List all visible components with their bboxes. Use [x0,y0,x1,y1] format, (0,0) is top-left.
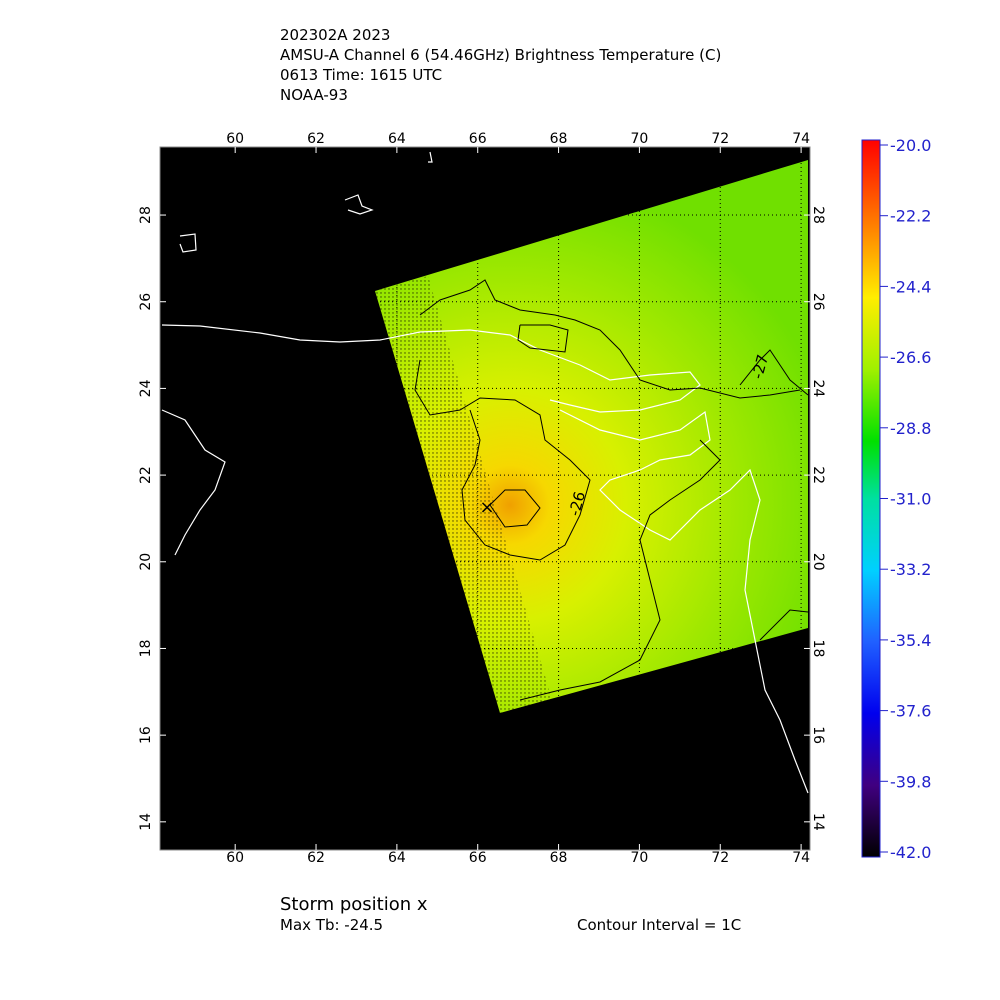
colorbar-label: -26.6 [890,348,931,367]
x-tick-label: 66 [469,850,487,866]
x-tick-label: 70 [631,131,649,147]
x-tick-label: 66 [469,131,487,147]
x-tick-label: 62 [307,131,325,147]
stipple [375,276,552,713]
title-line: NOAA-93 [280,86,348,104]
y-tick-label: 18 [138,640,154,658]
colorbar-label: -20.0 [890,136,931,155]
x-tick-label: 68 [550,850,568,866]
y-tick-label: 22 [138,466,154,484]
x-tick-label: 72 [711,850,729,866]
y-tick-label: 14 [138,813,154,831]
colorbar-label: -42.0 [890,843,931,862]
colorbar-label: -39.8 [890,772,931,791]
y-tick-label: 14 [810,813,826,831]
contour-label: -26 [565,490,589,518]
colorbar-label: -31.0 [890,490,931,509]
header: 202302A 2023 AMSU-A Channel 6 (54.46GHz)… [280,26,721,104]
y-tick-label: 16 [138,726,154,744]
colorbar-ramp [861,139,881,858]
y-tick-label: 18 [810,640,826,658]
y-tick-label: 26 [138,293,154,311]
y-tick-label: 20 [138,553,154,571]
x-tick-label: 62 [307,850,325,866]
coastlines [161,151,809,794]
title-line: 202302A 2023 [280,26,390,44]
colorbar-label: -28.8 [890,419,931,438]
x-tick-label: 74 [792,850,810,866]
title-line: AMSU-A Channel 6 (54.46GHz) Brightness T… [280,46,721,64]
colorbar-label: -24.4 [890,277,931,296]
contour-interval: Contour Interval = 1C [577,916,741,934]
x-tick-label: 68 [550,131,568,147]
colorbar-label: -37.6 [890,702,931,721]
contours [414,279,809,701]
y-tick-label: 26 [810,293,826,311]
y-tick-label: 28 [810,206,826,224]
colorbar-label: -33.2 [890,560,931,579]
x-tick-label: 64 [388,850,406,866]
y-tick-label: 24 [810,379,826,397]
x-tick-label: 64 [388,131,406,147]
y-tick-label: 28 [138,206,154,224]
y-tick-label: 20 [810,553,826,571]
max-tb: Max Tb: -24.5 [280,916,383,934]
colorbar-label: -35.4 [890,631,931,650]
colorbar: -20.0 -22.2 -24.4 -26.6 -28.8 -31.0 -33.2 -35.4… [861,136,931,862]
storm-note: Storm position x [280,894,428,915]
y-tick-label: 16 [810,726,826,744]
x-tick-label: 70 [631,850,649,866]
x-tick-label: 60 [226,131,244,147]
x-tick-label: 74 [792,131,810,147]
axes: 60 60 62 62 64 64 66 66 68 68 70 70 72 72 74 74 14 14 16 16… [138,131,826,866]
y-tick-label: 22 [810,466,826,484]
x-tick-label: 72 [711,131,729,147]
footer: Storm position x Max Tb: -24.5 Contour I… [280,894,741,934]
contour-label: -27 [748,353,772,381]
colorbar-label: -22.2 [890,207,931,226]
x-tick-label: 60 [226,850,244,866]
y-tick-label: 24 [138,379,154,397]
storm-marker: × [479,497,494,518]
title-line: 0613 Time: 1615 UTC [280,66,442,84]
